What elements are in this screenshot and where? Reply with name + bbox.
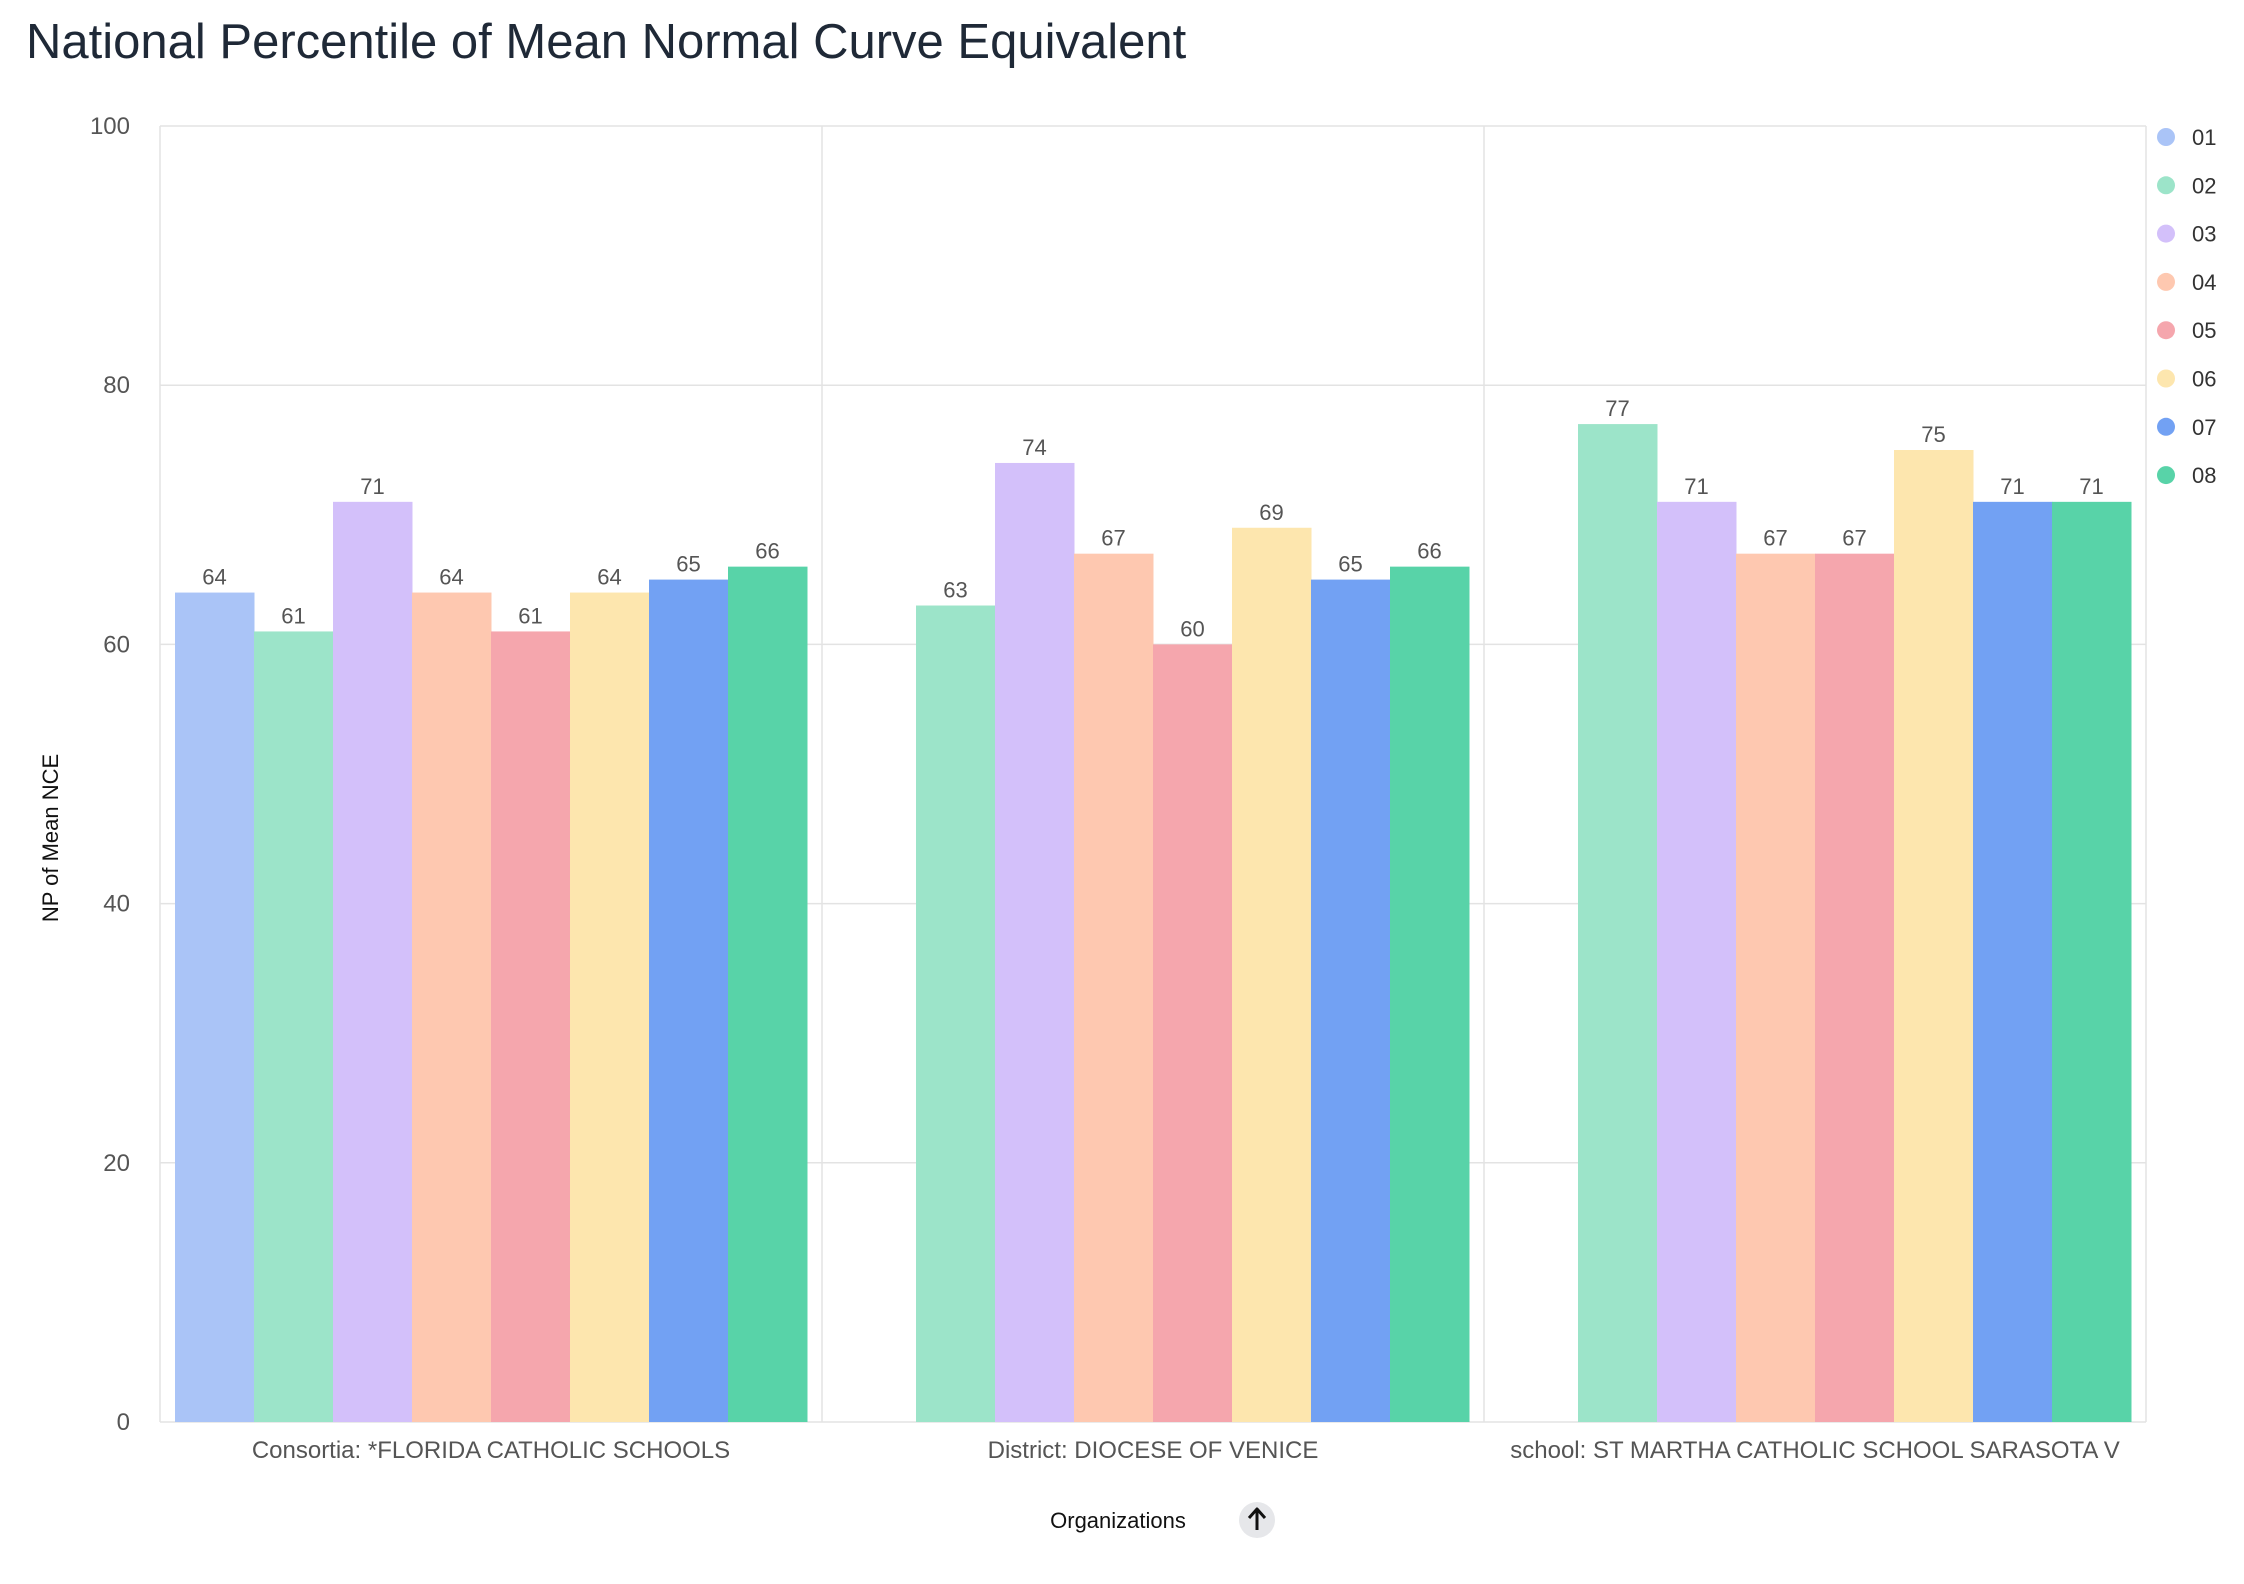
- bars: [175, 424, 2132, 1423]
- legend-label: 04: [2192, 270, 2216, 295]
- data-label: 65: [676, 552, 700, 577]
- data-label: 67: [1763, 526, 1787, 551]
- bar-04[interactable]: [412, 592, 492, 1422]
- data-label: 61: [518, 603, 542, 628]
- arrow-up-icon[interactable]: [1247, 1507, 1267, 1530]
- legend-label: 02: [2192, 173, 2216, 198]
- bar-06[interactable]: [1894, 450, 1974, 1422]
- data-label: 71: [360, 474, 384, 499]
- data-label: 71: [2000, 474, 2024, 499]
- bar-05[interactable]: [491, 631, 571, 1422]
- legend-swatch-08[interactable]: [2157, 466, 2175, 485]
- data-label: 67: [1842, 526, 1866, 551]
- x-tick-label: District: DIOCESE OF VENICE: [988, 1437, 1319, 1464]
- y-tick-label: 100: [90, 113, 130, 140]
- legend: 01 02 03 04 05 06 07 08: [2157, 125, 2216, 488]
- data-label: 69: [1259, 500, 1283, 525]
- legend-swatch-06[interactable]: [2157, 369, 2175, 388]
- legend-swatch-02[interactable]: [2157, 176, 2175, 195]
- legend-label: 01: [2192, 125, 2216, 150]
- bar-03[interactable]: [333, 501, 413, 1423]
- data-label: 61: [281, 603, 305, 628]
- bar-07[interactable]: [1311, 579, 1391, 1422]
- y-tick-label: 80: [103, 372, 130, 399]
- legend-label: 08: [2192, 463, 2216, 488]
- legend-label: 05: [2192, 318, 2216, 343]
- legend-label: 03: [2192, 222, 2216, 247]
- axes: 0 20 40 60 80 100 Consortia: *FLORIDA CATHOLIC…: [90, 113, 2120, 1464]
- bar-03[interactable]: [1657, 501, 1737, 1423]
- data-label: 66: [1417, 539, 1441, 564]
- bar-01[interactable]: [175, 592, 255, 1422]
- bar-08[interactable]: [728, 566, 808, 1422]
- data-label: 63: [943, 578, 967, 603]
- legend-swatch-05[interactable]: [2157, 321, 2175, 340]
- bar-06[interactable]: [1232, 527, 1312, 1422]
- data-label: 66: [755, 539, 779, 564]
- data-label: 67: [1101, 526, 1125, 551]
- chart-title: National Percentile of Mean Normal Curve…: [26, 15, 1187, 69]
- data-label: 60: [1180, 616, 1204, 641]
- bar-02[interactable]: [916, 605, 996, 1422]
- x-tick-label: school: ST MARTHA CATHOLIC SCHOOL SARASO…: [1510, 1437, 2120, 1464]
- bar-08[interactable]: [1390, 566, 1470, 1422]
- legend-swatch-01[interactable]: [2157, 128, 2175, 146]
- bar-02[interactable]: [1578, 424, 1658, 1423]
- data-labels: 64 61 71 64 61 64 65 66 63 74 67 60 69 65 66 77 71 67 67 75…: [202, 396, 2103, 641]
- legend-swatch-03[interactable]: [2157, 224, 2175, 243]
- data-label: 64: [202, 565, 226, 590]
- data-label: 74: [1022, 435, 1046, 460]
- sort-button[interactable]: [1239, 1502, 1275, 1538]
- data-label: 75: [1921, 422, 1945, 447]
- x-axis-title: Organizations: [1050, 1508, 1186, 1533]
- data-label: 65: [1338, 552, 1362, 577]
- y-tick-label: 0: [117, 1409, 130, 1436]
- bar-04[interactable]: [1736, 553, 1816, 1422]
- bar-03[interactable]: [995, 462, 1075, 1423]
- bar-07[interactable]: [649, 579, 729, 1422]
- bar-04[interactable]: [1074, 553, 1154, 1422]
- y-axis-title: NP of Mean NCE: [38, 754, 63, 922]
- data-label: 71: [2079, 474, 2103, 499]
- legend-swatch-04[interactable]: [2157, 272, 2175, 291]
- data-label: 77: [1605, 396, 1629, 421]
- data-label: 64: [597, 565, 621, 590]
- bar-02[interactable]: [254, 631, 334, 1422]
- y-tick-label: 40: [103, 891, 130, 918]
- legend-label: 07: [2192, 415, 2216, 440]
- bar-05[interactable]: [1153, 644, 1233, 1422]
- x-tick-label: Consortia: *FLORIDA CATHOLIC SCHOOLS: [252, 1437, 730, 1464]
- bar-08[interactable]: [2052, 501, 2132, 1423]
- data-label: 64: [439, 565, 463, 590]
- bar-05[interactable]: [1815, 553, 1895, 1422]
- bar-07[interactable]: [1973, 501, 2053, 1423]
- x-axis-title-group: Organizations: [1050, 1508, 1186, 1533]
- y-tick-label: 60: [103, 631, 130, 658]
- legend-swatch-07[interactable]: [2157, 417, 2175, 436]
- legend-label: 06: [2192, 367, 2216, 392]
- y-tick-label: 20: [103, 1150, 130, 1177]
- data-label: 71: [1684, 474, 1708, 499]
- bar-06[interactable]: [570, 592, 650, 1422]
